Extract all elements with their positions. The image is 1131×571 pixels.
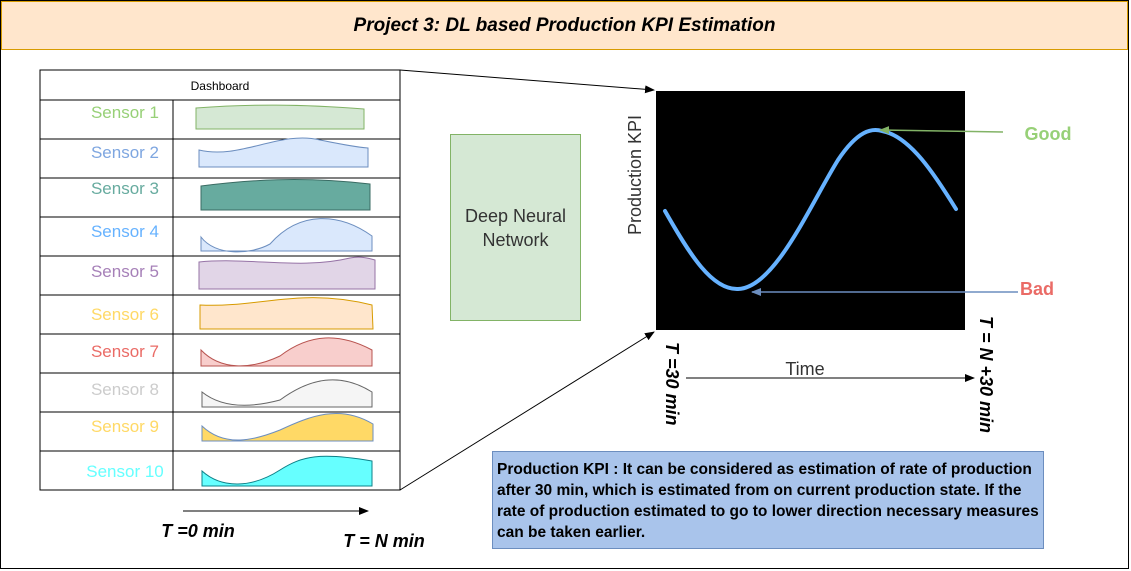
kpi-x-start-label: T =30 min: [662, 342, 682, 426]
kpi-x-end-label: T = N +30 min: [976, 316, 996, 433]
kpi-x-axis-label: Time: [785, 359, 824, 379]
sensor-label-1: Sensor 1: [91, 103, 159, 122]
zoom-arrow-bottom: [399, 331, 655, 491]
sensor-label-10: Sensor 10: [86, 462, 164, 481]
kpi-curve: [663, 128, 958, 292]
sensor-waveform-2: [198, 137, 369, 168]
dashboard-header: Dashboard: [191, 79, 250, 93]
sensor-waveform-7: [200, 337, 373, 367]
dashboard-table: Dashboard Sensor 1 Sensor 2 Sensor 3 Sensor…: [39, 69, 401, 491]
time-end-label: T = N min: [343, 531, 425, 551]
deep-neural-network-box: Deep Neural Network: [450, 134, 581, 321]
sensor-label-9: Sensor 9: [91, 417, 159, 436]
sensor-waveform-1: [195, 104, 365, 130]
sensor-waveform-5: [198, 256, 376, 290]
sensor-waveform-4: [200, 218, 373, 253]
sensor-label-7: Sensor 7: [91, 342, 159, 361]
time-start-label: T =0 min: [161, 521, 235, 541]
sensor-waveform-6: [199, 297, 374, 330]
sensor-label-3: Sensor 3: [91, 179, 159, 198]
kpi-description-note: Production KPI : It can be considered as…: [492, 451, 1044, 549]
good-arrow: [879, 126, 1004, 135]
zoom-arrow-top: [399, 69, 655, 94]
sensor-label-6: Sensor 6: [91, 305, 159, 324]
sensor-label-2: Sensor 2: [91, 143, 159, 162]
sensor-waveform-8: [201, 379, 373, 408]
sensor-label-4: Sensor 4: [91, 222, 159, 241]
kpi-y-axis-label: Production KPI: [625, 115, 645, 235]
page-title: Project 3: DL based Production KPI Estim…: [1, 1, 1128, 50]
sensor-waveform-9: [201, 412, 374, 442]
sensor-label-5: Sensor 5: [91, 262, 159, 281]
bad-label: Bad: [1020, 279, 1054, 299]
sensor-waveform-10: [201, 455, 373, 487]
sensor-label-8: Sensor 8: [91, 380, 159, 399]
good-label: Good: [1025, 124, 1072, 144]
kpi-chart: Production KPI Time T =30 min T = N +30 …: [625, 91, 1072, 433]
sensor-waveform-3: [200, 179, 371, 211]
